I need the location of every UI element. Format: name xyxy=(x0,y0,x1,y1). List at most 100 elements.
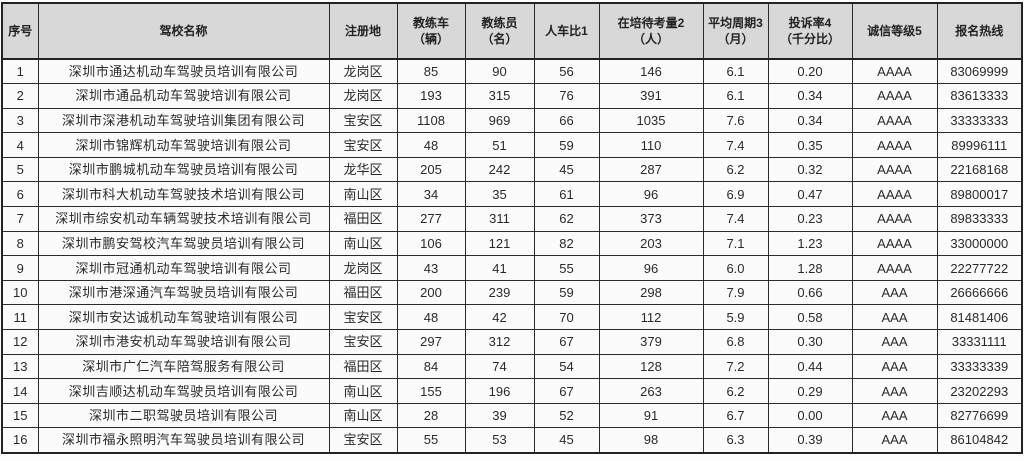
table-cell: 106 xyxy=(396,230,466,257)
table-cell: 5 xyxy=(1,156,39,183)
table-cell: 7.1 xyxy=(702,230,769,257)
table-cell: 1035 xyxy=(598,107,704,134)
table-cell: 0.44 xyxy=(767,353,853,380)
table-cell: 1.28 xyxy=(767,255,853,281)
table-cell: 39 xyxy=(464,402,535,429)
table-cell: 深圳市港深通汽车驾驶员培训有限公司 xyxy=(37,279,330,306)
table-cell: 52 xyxy=(533,402,600,429)
table-cell: 深圳市深港机动车驾驶培训集团有限公司 xyxy=(37,107,330,134)
table-cell: 8 xyxy=(1,230,39,257)
table-row: 6 深圳市科大机动车驾驶技术培训有限公司 南山区 34 35 61 96 6.9 0.47 AAA… xyxy=(1,181,1023,208)
table-cell: 48 xyxy=(396,132,466,158)
table-cell: 南山区 xyxy=(328,378,398,404)
table-cell: 82776699 xyxy=(936,402,1023,429)
table-cell: 0.66 xyxy=(767,279,853,306)
table-cell: 112 xyxy=(598,304,704,331)
table-cell: 43 xyxy=(396,255,466,281)
table-cell: 28 xyxy=(396,402,466,429)
table-cell: 0.00 xyxy=(767,402,853,429)
table-row: 3 深圳市深港机动车驾驶培训集团有限公司 宝安区 1108 969 66 1035 7.6 0.… xyxy=(1,107,1023,134)
table-cell: 89996111 xyxy=(936,132,1023,158)
table-cell: 315 xyxy=(464,83,535,109)
table-cell: 263 xyxy=(598,378,704,404)
table-cell: 5.9 xyxy=(702,304,769,331)
table-cell: 7.2 xyxy=(702,353,769,380)
table-cell: 23202293 xyxy=(936,378,1023,404)
table-cell: 1108 xyxy=(396,107,466,134)
table-row: 2 深圳市通品机动车驾驶培训有限公司 龙岗区 193 315 76 391 6.1 0.34 AA… xyxy=(1,83,1023,109)
table-cell: 宝安区 xyxy=(328,107,398,134)
table-cell: AAAA xyxy=(851,132,938,158)
table-cell: 6 xyxy=(1,181,39,208)
table-cell: 深圳市福永照明汽车驾驶员培训有限公司 xyxy=(37,427,330,453)
table-cell: 193 xyxy=(396,83,466,109)
table-cell: 深圳吉顺达机动车驾驶员培训有限公司 xyxy=(37,378,330,404)
table-cell: 深圳市科大机动车驾驶技术培训有限公司 xyxy=(37,181,330,208)
table-cell: 15 xyxy=(1,402,39,429)
table-cell: 54 xyxy=(533,353,600,380)
table-cell: 312 xyxy=(464,329,535,355)
table-cell: AAAA xyxy=(851,83,938,109)
table-cell: 81481406 xyxy=(936,304,1023,331)
table-cell: 0.34 xyxy=(767,83,853,109)
table-cell: AAA xyxy=(851,378,938,404)
table-row: 4 深圳市锦辉机动车驾驶培训有限公司 宝安区 48 51 59 110 7.4 0.35 AAAA… xyxy=(1,132,1023,158)
table-cell: 南山区 xyxy=(328,402,398,429)
table-cell: 110 xyxy=(598,132,704,158)
table-cell: 85 xyxy=(396,58,466,85)
table-cell: 83613333 xyxy=(936,83,1023,109)
table-cell: 391 xyxy=(598,83,704,109)
table-row: 5 深圳市鹏城机动车驾驶员培训有限公司 龙华区 205 242 45 287 6.2 0.32 A… xyxy=(1,156,1023,183)
table-cell: 96 xyxy=(598,181,704,208)
table-cell: 90 xyxy=(464,58,535,85)
table-cell: 35 xyxy=(464,181,535,208)
table-cell: 福田区 xyxy=(328,279,398,306)
driving-school-table-container: 序号 驾校名称 注册地 教练车 （辆） 教练员 （名） 人车比1 在培待考量2 … xyxy=(1,2,1023,454)
driving-school-table: 序号 驾校名称 注册地 教练车 （辆） 教练员 （名） 人车比1 在培待考量2 … xyxy=(1,2,1023,454)
table-cell: 深圳市冠通机动车驾驶培训有限公司 xyxy=(37,255,330,281)
table-cell: AAAA xyxy=(851,58,938,85)
table-cell: 98 xyxy=(598,427,704,453)
table-cell: 70 xyxy=(533,304,600,331)
table-cell: 福田区 xyxy=(328,206,398,232)
table-cell: 33000000 xyxy=(936,230,1023,257)
table-cell: 6.1 xyxy=(702,83,769,109)
table-cell: AAAA xyxy=(851,206,938,232)
table-cell: 宝安区 xyxy=(328,427,398,453)
table-cell: 7.9 xyxy=(702,279,769,306)
table-row: 9 深圳市冠通机动车驾驶培训有限公司 龙岗区 43 41 55 96 6.0 1.28 AAAA 2… xyxy=(1,255,1023,281)
table-cell: 84 xyxy=(396,353,466,380)
header-index: 序号 xyxy=(1,2,39,60)
table-cell: 298 xyxy=(598,279,704,306)
table-cell: 146 xyxy=(598,58,704,85)
table-cell: AAA xyxy=(851,353,938,380)
table-cell: 22277722 xyxy=(936,255,1023,281)
header-ratio: 人车比1 xyxy=(533,2,600,60)
table-cell: 82 xyxy=(533,230,600,257)
table-cell: 59 xyxy=(533,132,600,158)
table-cell: 297 xyxy=(396,329,466,355)
table-cell: 7.6 xyxy=(702,107,769,134)
table-cell: 121 xyxy=(464,230,535,257)
table-cell: 242 xyxy=(464,156,535,183)
table-cell: 0.35 xyxy=(767,132,853,158)
table-cell: 福田区 xyxy=(328,353,398,380)
table-cell: 74 xyxy=(464,353,535,380)
table-cell: 0.20 xyxy=(767,58,853,85)
table-cell: 287 xyxy=(598,156,704,183)
table-cell: 南山区 xyxy=(328,181,398,208)
table-cell: AAAA xyxy=(851,230,938,257)
table-cell: 66 xyxy=(533,107,600,134)
table-cell: 61 xyxy=(533,181,600,208)
table-cell: 6.3 xyxy=(702,427,769,453)
table-cell: 14 xyxy=(1,378,39,404)
table-cell: 33331111 xyxy=(936,329,1023,355)
table-row: 12 深圳市港安机动车驾驶培训有限公司 宝安区 297 312 67 379 6.8 0.30 A… xyxy=(1,329,1023,355)
table-header: 序号 驾校名称 注册地 教练车 （辆） 教练员 （名） 人车比1 在培待考量2 … xyxy=(1,2,1023,60)
header-credit-grade: 诚信等级5 xyxy=(851,2,938,60)
table-cell: 6.1 xyxy=(702,58,769,85)
table-cell: AAAA xyxy=(851,255,938,281)
table-cell: AAA xyxy=(851,329,938,355)
table-cell: AAAA xyxy=(851,156,938,183)
header-complaint: 投诉率4 （千分比） xyxy=(767,2,853,60)
